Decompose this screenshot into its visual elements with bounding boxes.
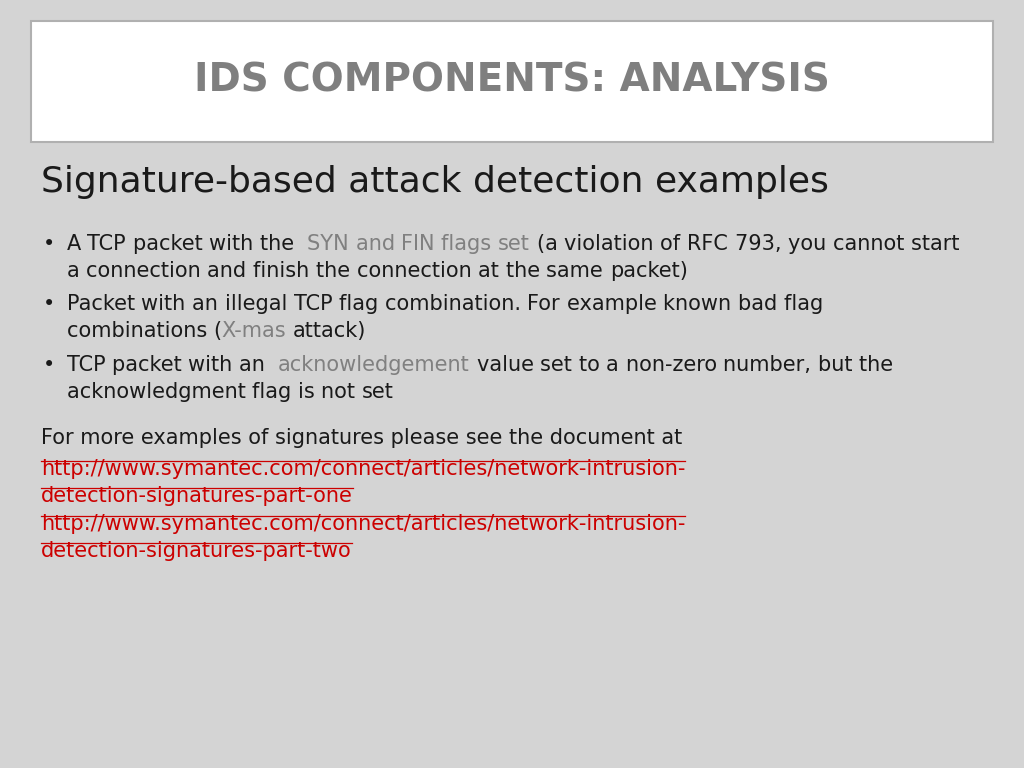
Text: TCP: TCP bbox=[67, 355, 112, 375]
Text: and: and bbox=[207, 261, 253, 281]
Text: finish: finish bbox=[253, 261, 316, 281]
Text: a: a bbox=[67, 261, 86, 281]
Text: number,: number, bbox=[723, 355, 818, 375]
Text: with: with bbox=[209, 234, 260, 254]
Text: RFC: RFC bbox=[687, 234, 734, 254]
Text: illegal: illegal bbox=[224, 294, 294, 314]
Text: you: you bbox=[787, 234, 833, 254]
Text: the: the bbox=[506, 261, 547, 281]
Text: an: an bbox=[193, 294, 224, 314]
Text: bad: bad bbox=[738, 294, 783, 314]
Text: packet): packet) bbox=[609, 261, 687, 281]
Text: (a: (a bbox=[537, 234, 564, 254]
FancyBboxPatch shape bbox=[31, 21, 993, 142]
Text: flag: flag bbox=[252, 382, 298, 402]
Text: 793,: 793, bbox=[734, 234, 787, 254]
Text: Packet: Packet bbox=[67, 294, 141, 314]
Text: set: set bbox=[499, 234, 530, 254]
Text: acknowledgement: acknowledgement bbox=[279, 355, 470, 375]
Text: IDS COMPONENTS: ANALYSIS: IDS COMPONENTS: ANALYSIS bbox=[195, 61, 829, 100]
Text: not: not bbox=[322, 382, 361, 402]
Text: detection-signatures-part-two: detection-signatures-part-two bbox=[41, 541, 351, 561]
Text: Signature-based attack detection examples: Signature-based attack detection example… bbox=[41, 165, 828, 199]
Text: combination.: combination. bbox=[385, 294, 527, 314]
Text: set: set bbox=[541, 355, 579, 375]
Text: non-zero: non-zero bbox=[626, 355, 723, 375]
Text: a: a bbox=[606, 355, 626, 375]
Text: the: the bbox=[316, 261, 356, 281]
Text: but: but bbox=[818, 355, 859, 375]
Text: to: to bbox=[579, 355, 606, 375]
Text: FIN: FIN bbox=[401, 234, 441, 254]
Text: attack): attack) bbox=[293, 321, 367, 342]
Text: http://www.symantec.com/connect/articles/network-intrusion-: http://www.symantec.com/connect/articles… bbox=[41, 458, 685, 478]
Text: detection-signatures-part-one: detection-signatures-part-one bbox=[41, 486, 353, 506]
Text: an: an bbox=[239, 355, 271, 375]
Text: same: same bbox=[547, 261, 609, 281]
Text: combinations: combinations bbox=[67, 321, 213, 342]
Text: http://www.symantec.com/connect/articles/network-intrusion-: http://www.symantec.com/connect/articles… bbox=[41, 514, 685, 534]
Text: (: ( bbox=[213, 321, 221, 342]
Text: with: with bbox=[188, 355, 239, 375]
Text: of: of bbox=[660, 234, 687, 254]
Text: with: with bbox=[141, 294, 193, 314]
Text: •: • bbox=[43, 294, 55, 314]
Text: A: A bbox=[67, 234, 87, 254]
Text: connection: connection bbox=[356, 261, 478, 281]
Text: violation: violation bbox=[564, 234, 660, 254]
Text: SYN: SYN bbox=[307, 234, 355, 254]
Text: the: the bbox=[859, 355, 900, 375]
Text: packet: packet bbox=[133, 234, 209, 254]
Text: the: the bbox=[260, 234, 301, 254]
Text: known: known bbox=[664, 294, 738, 314]
Text: cannot: cannot bbox=[833, 234, 910, 254]
Text: For: For bbox=[527, 294, 566, 314]
Text: acknowledgment: acknowledgment bbox=[67, 382, 252, 402]
Text: value: value bbox=[476, 355, 541, 375]
Text: flags: flags bbox=[441, 234, 499, 254]
Text: set: set bbox=[361, 382, 394, 402]
Text: at: at bbox=[478, 261, 506, 281]
Text: flag: flag bbox=[783, 294, 829, 314]
Text: connection: connection bbox=[86, 261, 207, 281]
Text: •: • bbox=[43, 234, 55, 254]
Text: flag: flag bbox=[339, 294, 385, 314]
Text: packet: packet bbox=[112, 355, 188, 375]
Text: start: start bbox=[910, 234, 966, 254]
Text: and: and bbox=[355, 234, 401, 254]
Text: is: is bbox=[298, 382, 322, 402]
Text: TCP: TCP bbox=[294, 294, 339, 314]
Text: TCP: TCP bbox=[87, 234, 133, 254]
Text: example: example bbox=[566, 294, 664, 314]
Text: X-mas: X-mas bbox=[221, 321, 286, 342]
Text: •: • bbox=[43, 355, 55, 375]
Text: For more examples of signatures please see the document at: For more examples of signatures please s… bbox=[41, 428, 682, 448]
